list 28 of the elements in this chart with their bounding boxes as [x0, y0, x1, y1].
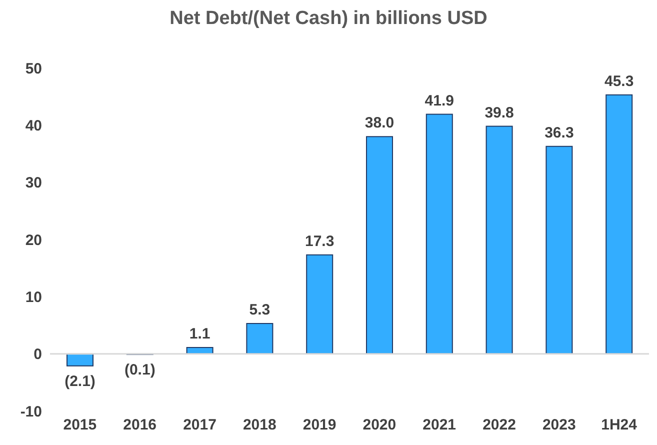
data-label: 1.1 [189, 326, 210, 343]
data-label: (0.1) [124, 361, 156, 378]
x-tick-label: 2022 [482, 416, 516, 434]
x-tick-label: 1H24 [601, 416, 638, 434]
y-tick-label: 30 [25, 174, 42, 192]
data-label: (2.1) [64, 372, 96, 390]
data-label: 41.9 [424, 92, 454, 110]
y-tick-label: 0 [34, 346, 42, 364]
x-tick-label: 2020 [362, 416, 396, 434]
x-tick-label: 2023 [542, 416, 576, 434]
data-label: 39.8 [484, 104, 514, 122]
y-tick-label: 10 [25, 288, 42, 306]
y-tick-label: 20 [25, 232, 42, 249]
chart-title: Net Debt/(Net Cash) in billions USD [168, 8, 488, 30]
data-label: 36.3 [544, 124, 574, 142]
y-tick-label: 40 [25, 117, 42, 134]
y-tick-label: 50 [25, 60, 42, 78]
data-label: 38.0 [364, 114, 394, 132]
data-label: 5.3 [249, 302, 270, 319]
y-tick-label: -10 [20, 403, 42, 420]
x-tick-label: 2019 [302, 416, 336, 434]
data-label: 45.3 [604, 72, 634, 90]
x-tick-label: 2015 [63, 416, 97, 434]
x-tick-label: 2017 [183, 416, 216, 434]
x-tick-label: 2018 [242, 416, 276, 434]
x-tick-label: 2016 [123, 416, 157, 434]
data-label: 17.3 [305, 232, 334, 250]
x-tick-label: 2021 [422, 416, 456, 434]
